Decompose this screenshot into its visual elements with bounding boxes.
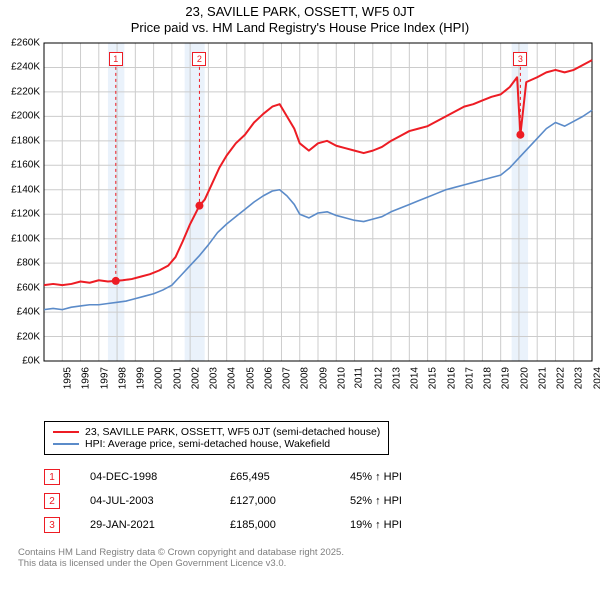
- marker-table-row: 2 04-JUL-2003 £127,000 52% ↑ HPI: [44, 489, 600, 513]
- x-axis-label: 2020: [519, 367, 530, 389]
- legend-row: 23, SAVILLE PARK, OSSETT, WF5 0JT (semi-…: [53, 426, 380, 438]
- x-axis-label: 2016: [446, 367, 457, 389]
- chart-marker: 3: [513, 52, 527, 66]
- chart-container: 23, SAVILLE PARK, OSSETT, WF5 0JT Price …: [0, 0, 600, 569]
- x-axis-label: 2001: [172, 367, 183, 389]
- title-subtitle: Price paid vs. HM Land Registry's House …: [0, 20, 600, 35]
- x-axis-label: 2013: [391, 367, 402, 389]
- legend: 23, SAVILLE PARK, OSSETT, WF5 0JT (semi-…: [44, 421, 389, 455]
- x-axis-label: 2018: [482, 367, 493, 389]
- x-axis-label: 2003: [208, 367, 219, 389]
- x-axis-label: 2004: [227, 367, 238, 389]
- marker-id-box: 2: [44, 493, 60, 509]
- titles: 23, SAVILLE PARK, OSSETT, WF5 0JT Price …: [0, 0, 600, 35]
- chart-marker: 2: [192, 52, 206, 66]
- legend-swatch: [53, 431, 79, 433]
- marker-price: £185,000: [230, 519, 320, 531]
- x-axis-label: 2010: [336, 367, 347, 389]
- x-axis-label: 1999: [135, 367, 146, 389]
- marker-table: 1 04-DEC-1998 £65,495 45% ↑ HPI 2 04-JUL-2003…: [44, 465, 600, 537]
- x-axis-label: 1998: [117, 367, 128, 389]
- chart-marker: 1: [109, 52, 123, 66]
- marker-date: 29-JAN-2021: [90, 519, 200, 531]
- attribution-line: This data is licensed under the Open Gov…: [18, 558, 600, 569]
- x-axis-label: 2014: [409, 367, 420, 389]
- marker-table-row: 1 04-DEC-1998 £65,495 45% ↑ HPI: [44, 465, 600, 489]
- x-axis-label: 2022: [555, 367, 566, 389]
- x-axis-label: 2000: [154, 367, 165, 389]
- x-axis-label: 2019: [501, 367, 512, 389]
- marker-pct: 45% ↑ HPI: [350, 471, 402, 483]
- chart-area: £0K£20K£40K£60K£80K£100K£120K£140K£160K£…: [0, 35, 600, 415]
- plot-svg: [0, 35, 600, 369]
- x-axis-label: 2006: [263, 367, 274, 389]
- x-axis-label: 2005: [245, 367, 256, 389]
- x-axis-label: 1996: [81, 367, 92, 389]
- marker-pct: 19% ↑ HPI: [350, 519, 402, 531]
- x-axis-label: 1997: [99, 367, 110, 389]
- marker-id-box: 3: [44, 517, 60, 533]
- title-address: 23, SAVILLE PARK, OSSETT, WF5 0JT: [0, 4, 600, 19]
- x-axis-label: 2021: [537, 367, 548, 389]
- x-axis-label: 1995: [62, 367, 73, 389]
- attribution: Contains HM Land Registry data © Crown c…: [18, 547, 600, 569]
- legend-label: HPI: Average price, semi-detached house,…: [85, 438, 330, 450]
- x-axis-label: 2023: [574, 367, 585, 389]
- legend-row: HPI: Average price, semi-detached house,…: [53, 438, 380, 450]
- marker-pct: 52% ↑ HPI: [350, 495, 402, 507]
- attribution-line: Contains HM Land Registry data © Crown c…: [18, 547, 600, 558]
- marker-price: £127,000: [230, 495, 320, 507]
- x-axis-label: 2002: [190, 367, 201, 389]
- x-axis-label: 2024: [592, 367, 600, 389]
- x-axis-label: 2009: [318, 367, 329, 389]
- x-axis-label: 2007: [281, 367, 292, 389]
- x-axis-label: 2008: [300, 367, 311, 389]
- marker-id-box: 1: [44, 469, 60, 485]
- x-axis-label: 2015: [428, 367, 439, 389]
- marker-date: 04-DEC-1998: [90, 471, 200, 483]
- marker-price: £65,495: [230, 471, 320, 483]
- x-axis-label: 2011: [354, 367, 365, 389]
- legend-label: 23, SAVILLE PARK, OSSETT, WF5 0JT (semi-…: [85, 426, 380, 438]
- marker-date: 04-JUL-2003: [90, 495, 200, 507]
- x-axis-label: 2012: [373, 367, 384, 389]
- legend-swatch: [53, 443, 79, 445]
- x-axis-label: 2017: [464, 367, 475, 389]
- marker-table-row: 3 29-JAN-2021 £185,000 19% ↑ HPI: [44, 513, 600, 537]
